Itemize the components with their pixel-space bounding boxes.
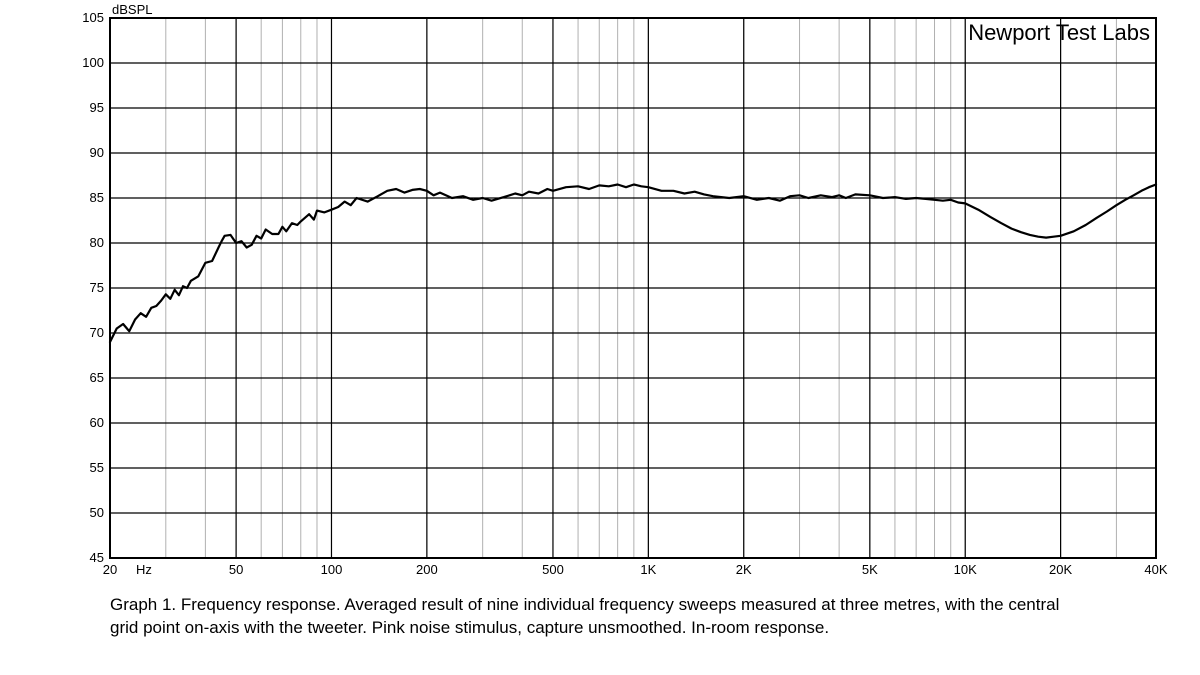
y-tick-label: 50: [90, 505, 104, 520]
x-tick-label: 100: [321, 562, 343, 577]
y-tick-label: 80: [90, 235, 104, 250]
y-tick-label: 90: [90, 145, 104, 160]
y-tick-label: 70: [90, 325, 104, 340]
chart-annotation: Newport Test Labs: [968, 20, 1150, 45]
y-tick-label: 85: [90, 190, 104, 205]
x-tick-label: 20: [103, 562, 117, 577]
y-tick-label: 75: [90, 280, 104, 295]
x-tick-label: 20K: [1049, 562, 1072, 577]
series-frequency-response: [110, 185, 1156, 343]
y-tick-label: 105: [82, 10, 104, 25]
x-tick-label: 1K: [640, 562, 656, 577]
y-tick-label: 65: [90, 370, 104, 385]
y-tick-label: 95: [90, 100, 104, 115]
y-tick-label: 60: [90, 415, 104, 430]
x-tick-label: 2K: [736, 562, 752, 577]
x-tick-label: 40K: [1144, 562, 1167, 577]
y-tick-label: 55: [90, 460, 104, 475]
x-tick-label: 500: [542, 562, 564, 577]
x-tick-label: 50: [229, 562, 243, 577]
y-axis-label: dBSPL: [112, 2, 152, 17]
chart-caption: Graph 1. Frequency response. Averaged re…: [110, 594, 1090, 640]
x-axis-label: Hz: [136, 562, 152, 577]
x-tick-label: 10K: [954, 562, 977, 577]
x-tick-label: 5K: [862, 562, 878, 577]
frequency-response-chart: 4550556065707580859095100105dBSPL2050100…: [0, 0, 1200, 675]
y-tick-label: 100: [82, 55, 104, 70]
x-tick-label: 200: [416, 562, 438, 577]
